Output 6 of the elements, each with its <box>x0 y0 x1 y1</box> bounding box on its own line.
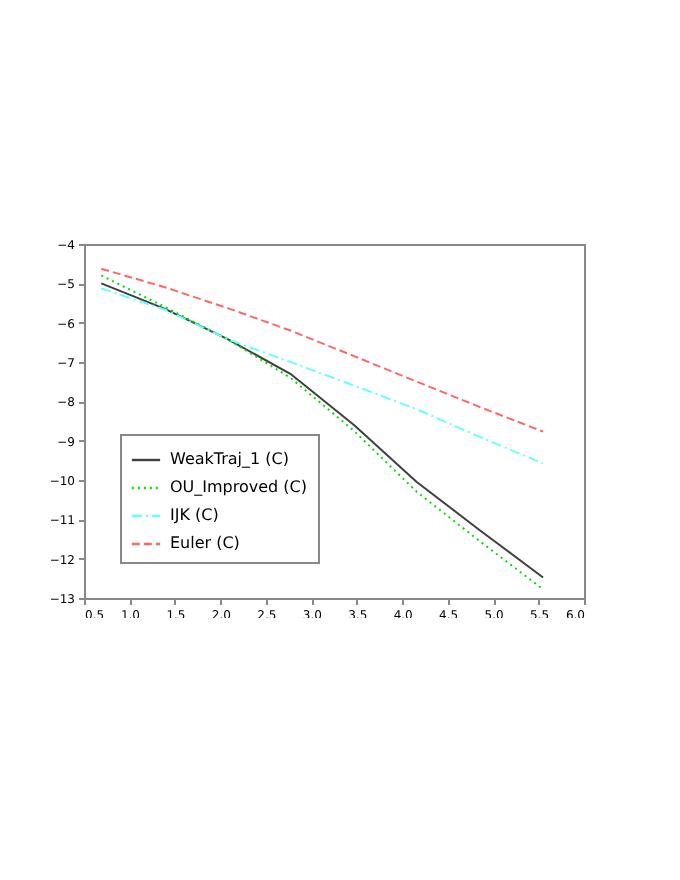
legend-label: Euler (C) <box>170 534 240 552</box>
line-series <box>100 267 545 433</box>
line-series <box>100 287 545 465</box>
legend-label: IJK (C) <box>170 506 219 524</box>
legend-label: WeakTraj_1 (C) <box>170 450 289 468</box>
legend-label: OU_Improved (C) <box>170 478 307 496</box>
